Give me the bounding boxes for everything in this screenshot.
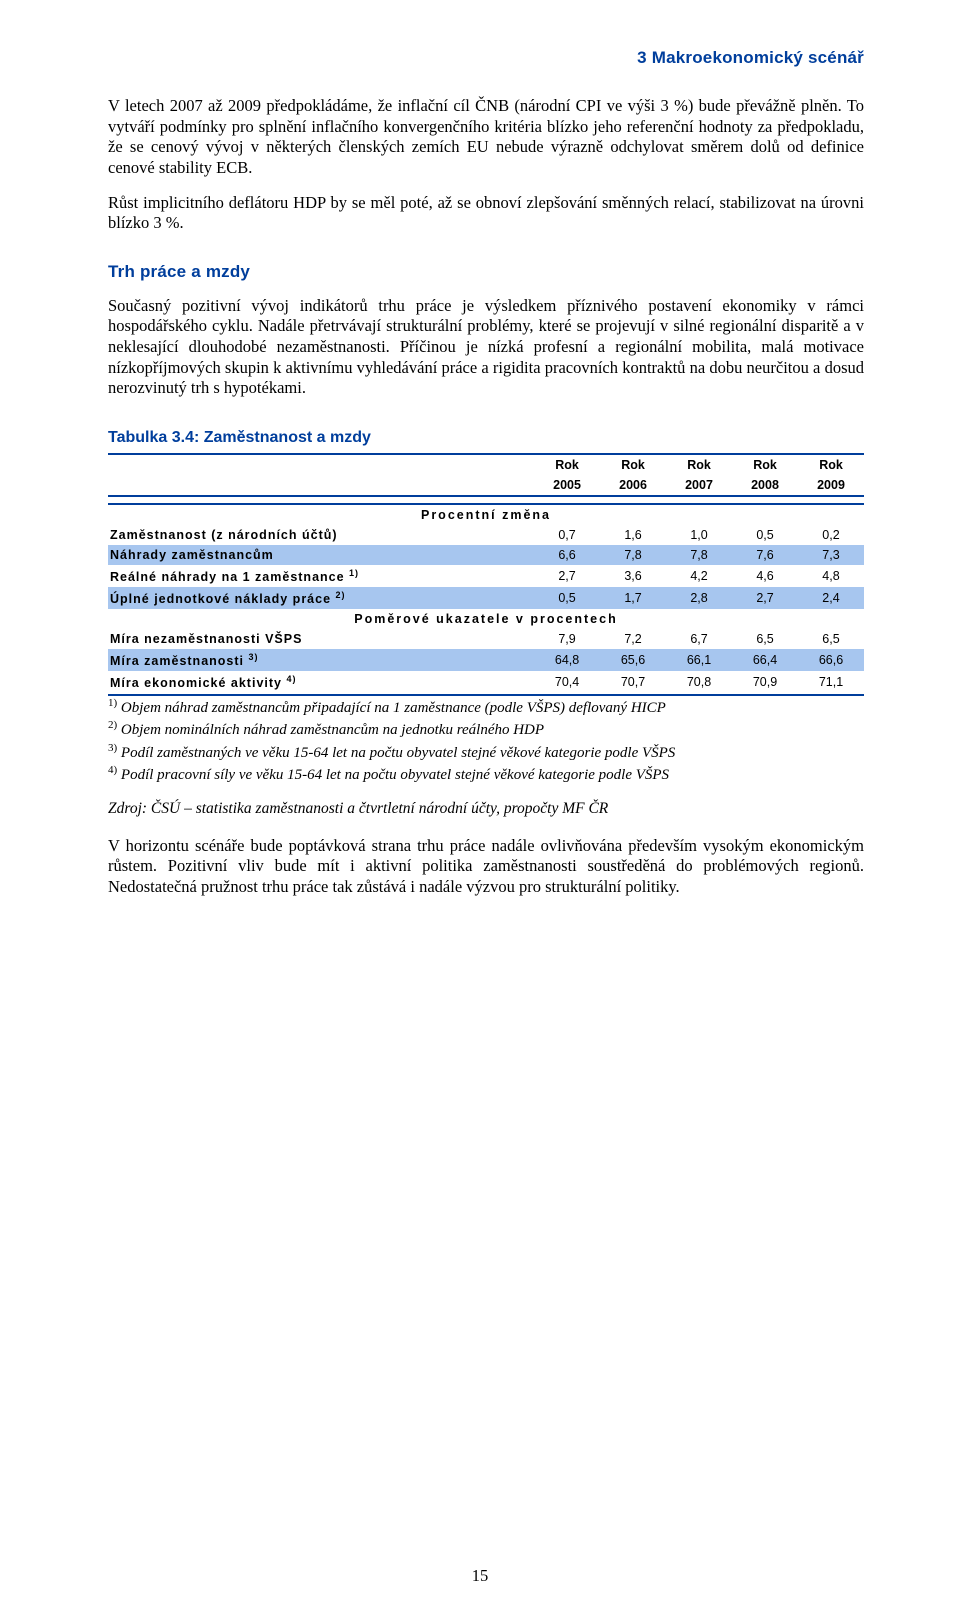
cell: 2,8 xyxy=(666,587,732,609)
col-year: 2007 xyxy=(666,475,732,496)
cell: 6,5 xyxy=(798,629,864,649)
table-header-bottom: 2005 2006 2007 2008 2009 xyxy=(108,475,864,496)
col-head: Rok xyxy=(600,454,666,475)
paragraph-3: Současný pozitivní vývoj indikátorů trhu… xyxy=(108,296,864,399)
table-row: Úplné jednotkové náklady práce 2) 0,5 1,… xyxy=(108,587,864,609)
cell: 2,4 xyxy=(798,587,864,609)
table-title: Tabulka 3.4: Zaměstnanost a mzdy xyxy=(108,429,864,447)
footnote-4: 4) Podíl pracovní síly ve věku 15-64 let… xyxy=(108,763,864,786)
cell: 1,0 xyxy=(666,525,732,545)
row-label: Míra zaměstnanosti xyxy=(110,654,244,668)
cell: 70,4 xyxy=(534,671,600,694)
cell: 66,6 xyxy=(798,649,864,671)
footnote-ref: 3) xyxy=(249,652,259,662)
table-source: Zdroj: ČSÚ – statistika zaměstnanosti a … xyxy=(108,800,864,818)
row-label: Zaměstnanost (z národních účtů) xyxy=(110,528,338,542)
table-row: Míra ekonomické aktivity 4) 70,4 70,7 70… xyxy=(108,671,864,694)
footnote-3: 3) Podíl zaměstnaných ve věku 15-64 let … xyxy=(108,741,864,764)
cell: 2,7 xyxy=(534,565,600,587)
footnote-ref: 2) xyxy=(336,590,346,600)
row-label: Míra ekonomické aktivity xyxy=(110,677,282,691)
cell: 65,6 xyxy=(600,649,666,671)
col-year: 2006 xyxy=(600,475,666,496)
cell: 7,9 xyxy=(534,629,600,649)
cell: 1,7 xyxy=(600,587,666,609)
cell: 7,6 xyxy=(732,545,798,565)
cell: 0,7 xyxy=(534,525,600,545)
cell: 66,4 xyxy=(732,649,798,671)
cell: 66,1 xyxy=(666,649,732,671)
cell: 3,6 xyxy=(600,565,666,587)
table-header-top: Rok Rok Rok Rok Rok xyxy=(108,454,864,475)
row-label: Míra nezaměstnanosti VŠPS xyxy=(110,632,302,646)
page-number: 15 xyxy=(0,1566,960,1586)
table-section-1: Procentní změna xyxy=(108,504,864,525)
row-label: Náhrady zaměstnancům xyxy=(110,548,274,562)
table-row: Reálné náhrady na 1 zaměstnance 1) 2,7 3… xyxy=(108,565,864,587)
table-row: Náhrady zaměstnancům 6,6 7,8 7,8 7,6 7,3 xyxy=(108,545,864,565)
table-row: Míra nezaměstnanosti VŠPS 7,9 7,2 6,7 6,… xyxy=(108,629,864,649)
col-year: 2008 xyxy=(732,475,798,496)
cell: 70,8 xyxy=(666,671,732,694)
cell: 0,5 xyxy=(732,525,798,545)
col-year: 2009 xyxy=(798,475,864,496)
table-row: Míra zaměstnanosti 3) 64,8 65,6 66,1 66,… xyxy=(108,649,864,671)
cell: 1,6 xyxy=(600,525,666,545)
cell: 6,7 xyxy=(666,629,732,649)
paragraph-1: V letech 2007 až 2009 předpokládáme, že … xyxy=(108,96,864,179)
table-row: Zaměstnanost (z národních účtů) 0,7 1,6 … xyxy=(108,525,864,545)
cell: 6,5 xyxy=(732,629,798,649)
cell: 0,2 xyxy=(798,525,864,545)
footnote-1: 1) Objem náhrad zaměstnancům připadající… xyxy=(108,696,864,719)
row-label: Úplné jednotkové náklady práce xyxy=(110,592,331,606)
table-section-2: Poměrové ukazatele v procentech xyxy=(108,609,864,629)
cell: 7,8 xyxy=(600,545,666,565)
row-label: Reálné náhrady na 1 zaměstnance xyxy=(110,570,345,584)
paragraph-4: V horizontu scénáře bude poptávková stra… xyxy=(108,836,864,898)
cell: 64,8 xyxy=(534,649,600,671)
col-head: Rok xyxy=(798,454,864,475)
page: 3 Makroekonomický scénář V letech 2007 a… xyxy=(0,0,960,1616)
chapter-header: 3 Makroekonomický scénář xyxy=(108,48,864,68)
col-head: Rok xyxy=(732,454,798,475)
cell: 0,5 xyxy=(534,587,600,609)
footnote-2: 2) Objem nominálních náhrad zaměstnancům… xyxy=(108,718,864,741)
employment-table: Rok Rok Rok Rok Rok 2005 2006 2007 2008 … xyxy=(108,453,864,696)
paragraph-2: Růst implicitního deflátoru HDP by se mě… xyxy=(108,193,864,234)
cell: 7,2 xyxy=(600,629,666,649)
cell: 6,6 xyxy=(534,545,600,565)
footnote-ref: 4) xyxy=(286,674,296,684)
col-head: Rok xyxy=(534,454,600,475)
col-head: Rok xyxy=(666,454,732,475)
col-year: 2005 xyxy=(534,475,600,496)
cell: 2,7 xyxy=(732,587,798,609)
cell: 4,2 xyxy=(666,565,732,587)
cell: 70,9 xyxy=(732,671,798,694)
cell: 4,8 xyxy=(798,565,864,587)
cell: 7,8 xyxy=(666,545,732,565)
cell: 7,3 xyxy=(798,545,864,565)
footnote-ref: 1) xyxy=(349,568,359,578)
cell: 4,6 xyxy=(732,565,798,587)
section-heading-trh-prace: Trh práce a mzdy xyxy=(108,262,864,282)
cell: 71,1 xyxy=(798,671,864,694)
cell: 70,7 xyxy=(600,671,666,694)
